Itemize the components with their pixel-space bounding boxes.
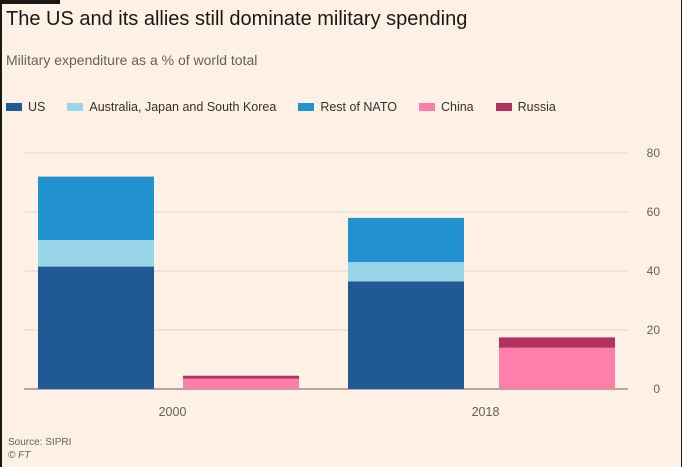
- legend-label-rest-of-nato: Rest of NATO: [320, 100, 397, 114]
- legend-item-russia: Russia: [495, 100, 556, 114]
- source-note: Source: SIPRI © FT: [8, 436, 71, 462]
- chart-title: The US and its allies still dominate mil…: [6, 8, 468, 30]
- legend-item-us: US: [6, 100, 45, 114]
- chart-legend: US Australia, Japan and South Korea Rest…: [6, 99, 578, 115]
- y-tick-label: 40: [647, 264, 661, 278]
- legend-item-australia-japan-south-korea: Australia, Japan and South Korea: [67, 100, 276, 114]
- legend-label-china: China: [440, 100, 474, 114]
- legend-label-russia: Russia: [517, 100, 556, 114]
- bar-us-2000: [38, 266, 154, 389]
- legend-label-us: US: [28, 100, 46, 114]
- legend-swatch-rest-of-nato: [298, 103, 315, 111]
- bar-australia-japan-and-south-korea-2018: [348, 262, 464, 282]
- legend-label-australia-japan-south-korea: Australia, Japan and South Korea: [89, 100, 277, 114]
- y-tick-label: 80: [647, 146, 661, 160]
- bar-china-2018: [499, 347, 615, 389]
- y-tick-label: 60: [647, 205, 661, 219]
- bar-russia-2018: [499, 337, 615, 348]
- legend-swatch-australia-japan-south-korea: [67, 103, 84, 111]
- bar-rest-of-nato-2018: [348, 217, 464, 263]
- x-tick-label: 2000: [159, 405, 187, 419]
- chart-subtitle: Military expenditure as a % of world tot…: [6, 52, 258, 68]
- legend-item-china: China: [418, 100, 474, 114]
- y-tick-label: 20: [647, 323, 661, 337]
- bar-china-2000: [183, 378, 299, 389]
- source-text: Source: SIPRI: [8, 437, 72, 448]
- ft-credit: © FT: [8, 450, 31, 461]
- bar-australia-japan-and-south-korea-2000: [38, 240, 154, 267]
- x-tick-label: 2018: [472, 405, 500, 419]
- legend-swatch-china: [418, 103, 435, 111]
- bar-rest-of-nato-2000: [38, 176, 154, 241]
- bar-russia-2000: [183, 375, 299, 379]
- y-tick-label: 0: [653, 382, 660, 396]
- ft-brand-bar: [2, 0, 60, 4]
- legend-swatch-russia: [495, 103, 512, 111]
- legend-item-rest-of-nato: Rest of NATO: [298, 100, 397, 114]
- bar-us-2018: [348, 281, 464, 389]
- legend-swatch-us: [6, 103, 22, 111]
